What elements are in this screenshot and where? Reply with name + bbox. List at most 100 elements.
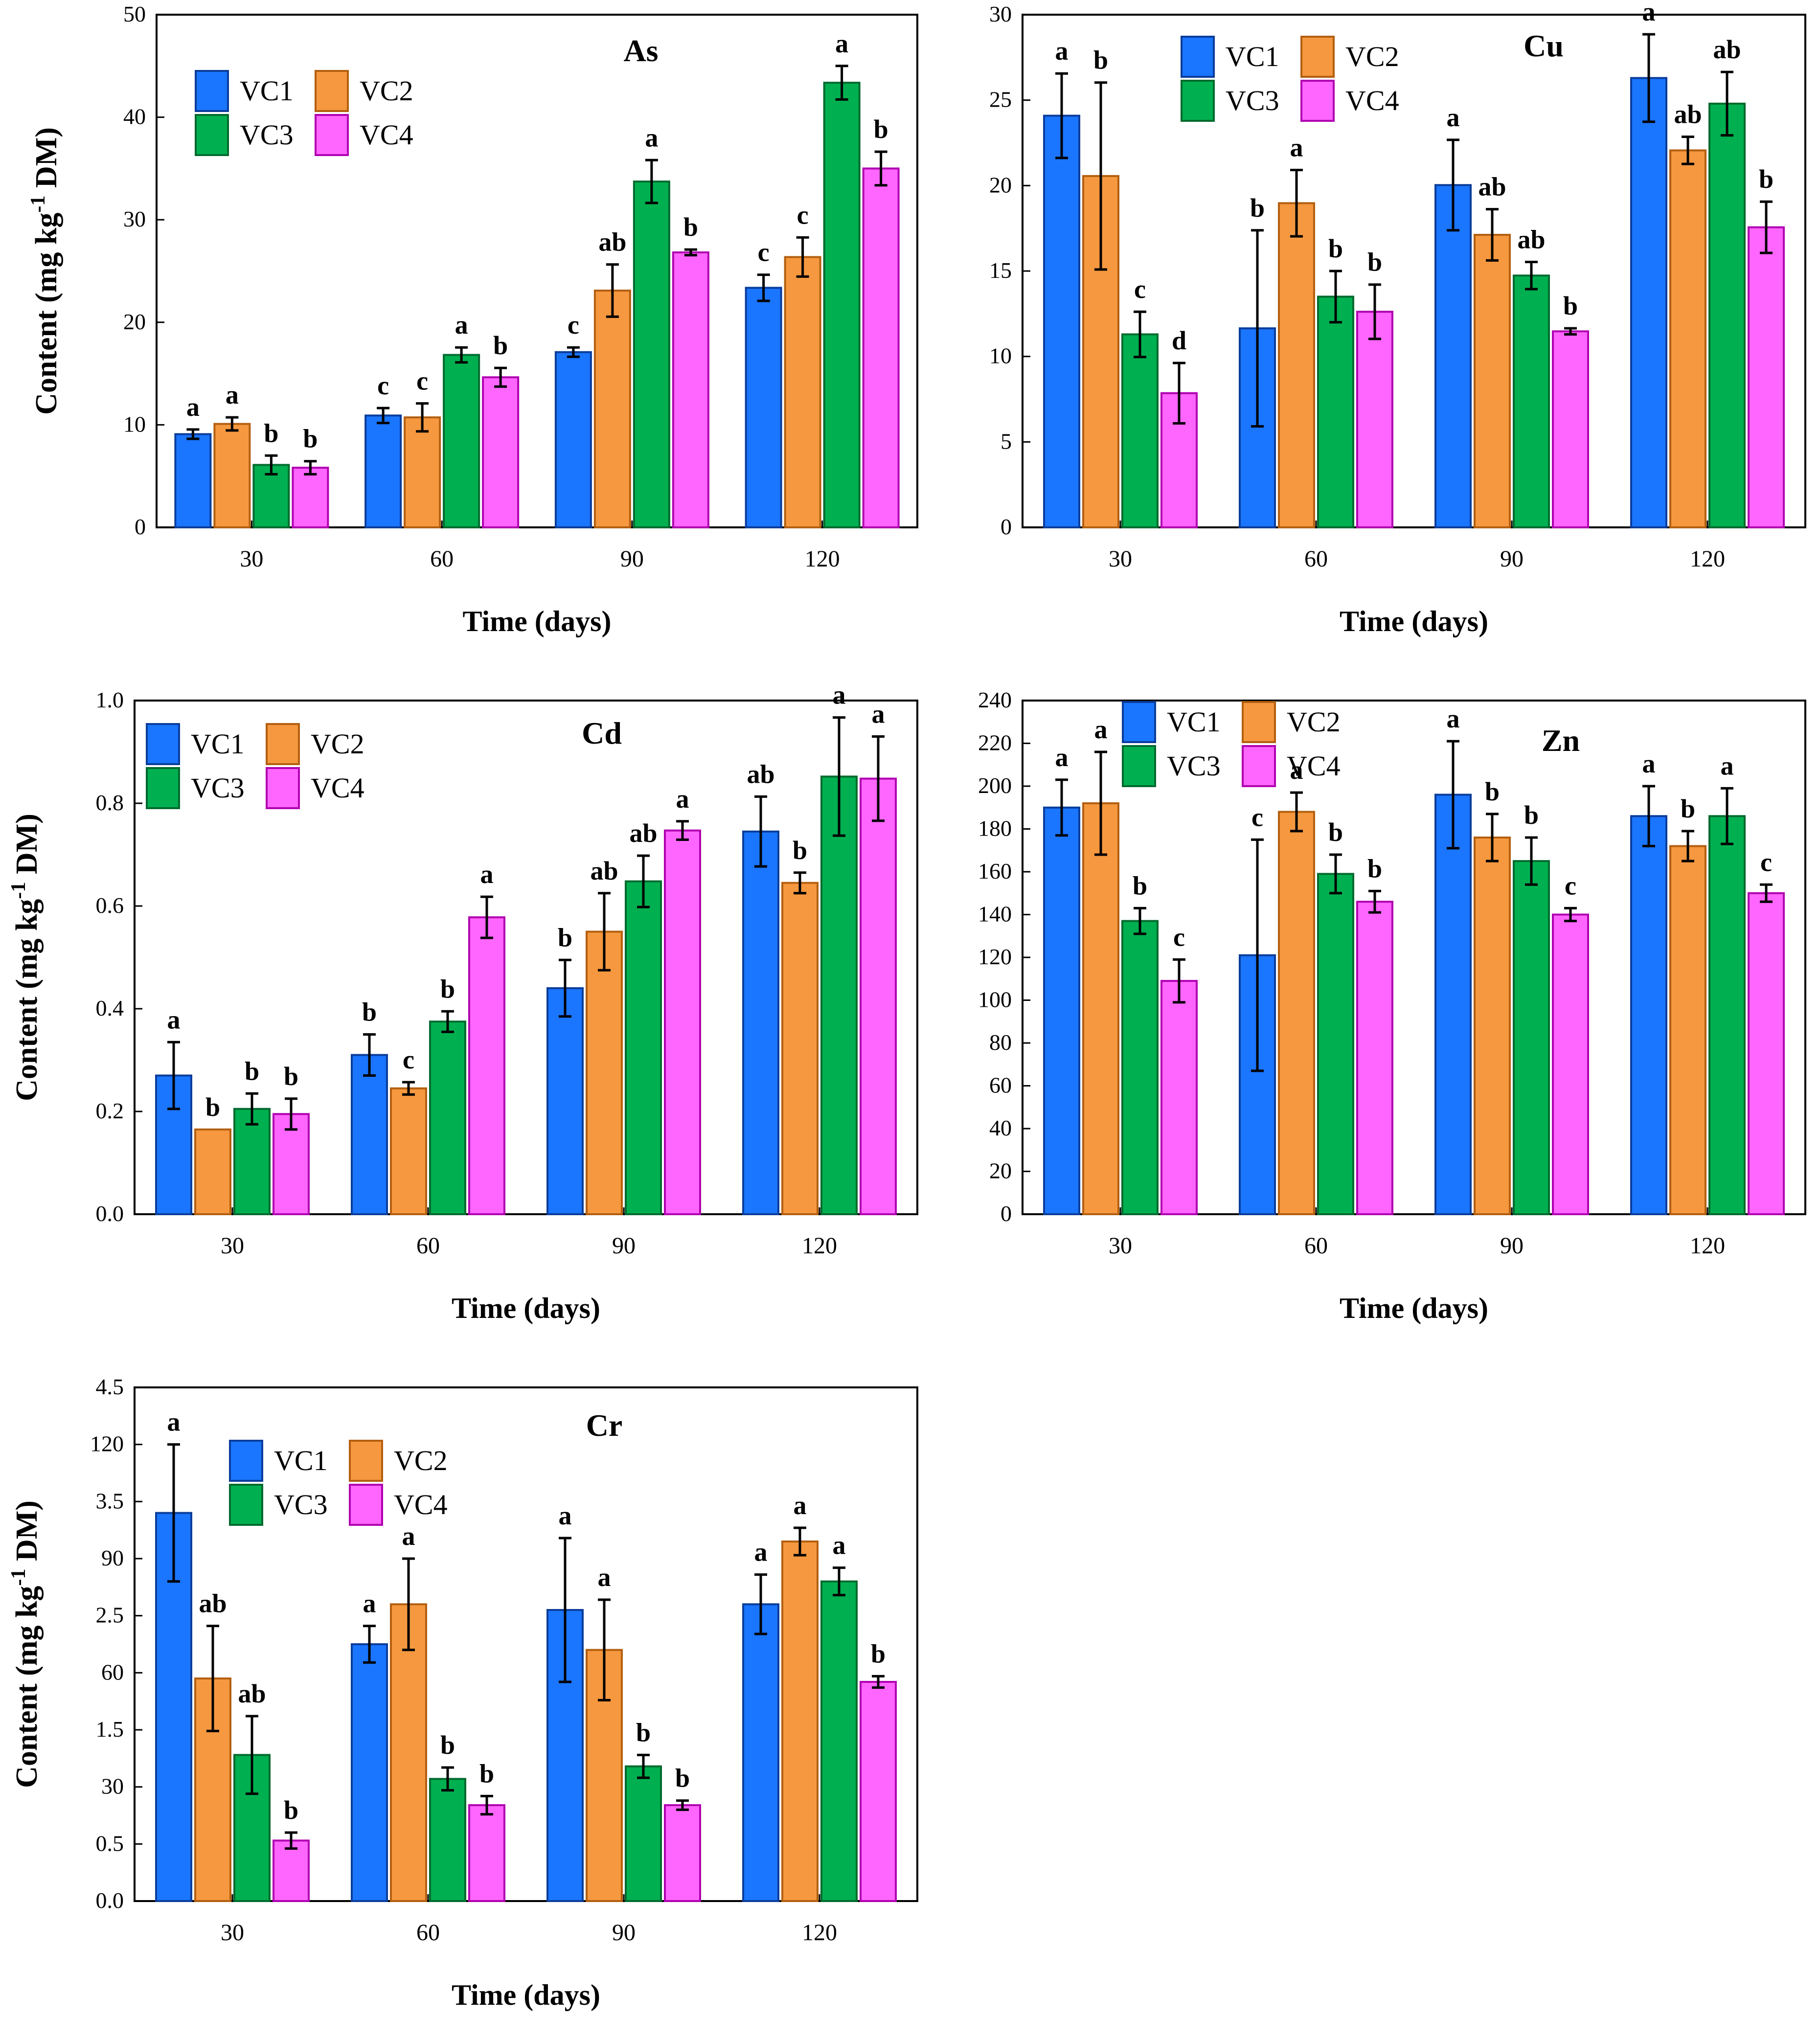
legend-label-as: VC3 xyxy=(240,119,294,151)
bar-zn-vc1 xyxy=(1630,815,1667,1215)
significance-letter-as: ab xyxy=(598,227,626,257)
y-tick-label-cu: 5 xyxy=(1001,429,1012,453)
x-tick-label-cr: 60 xyxy=(416,1920,440,1946)
legend-swatch-cu xyxy=(1181,36,1215,78)
bar-zn-vc4 xyxy=(1552,913,1589,1215)
legend-label-cd: VC3 xyxy=(191,772,245,804)
significance-letter-cd: a xyxy=(872,700,885,729)
significance-letter-cr: a xyxy=(559,1501,572,1530)
legend-swatch-cd xyxy=(266,723,300,765)
significance-letter-cd: b xyxy=(558,923,572,952)
y-tick-label-cr: 4.5 xyxy=(96,1374,124,1399)
bar-cu-vc2 xyxy=(1278,202,1315,528)
significance-letter-as: c xyxy=(416,366,428,396)
y-tick-label-cu: 10 xyxy=(989,343,1012,368)
bar-cr-vc4 xyxy=(468,1804,505,1902)
significance-letter-cd: ab xyxy=(590,856,618,885)
bar-cu-vc4 xyxy=(1356,311,1393,528)
bar-cd-vc2 xyxy=(194,1128,231,1215)
x-tick-label-cu: 60 xyxy=(1304,546,1328,572)
y-tick-label-as: 30 xyxy=(123,206,146,231)
significance-letter-zn: b xyxy=(1524,800,1539,830)
chart-title-cu: Cu xyxy=(1524,28,1564,63)
legend-label-cu: VC4 xyxy=(1345,85,1399,116)
bar-cr-vc1 xyxy=(155,1512,192,1903)
x-tick-label-cd: 60 xyxy=(416,1233,440,1259)
y-tick-label-cr: 3.5 xyxy=(96,1488,124,1513)
significance-letter-cr: b xyxy=(871,1639,886,1668)
bar-cd-vc4 xyxy=(273,1113,310,1215)
x-tick-label-cr: 90 xyxy=(612,1920,636,1946)
significance-letter-cr: a xyxy=(754,1538,768,1567)
bar-as-vc4 xyxy=(672,251,709,528)
significance-letter-as: b xyxy=(303,424,318,453)
significance-letter-zn: a xyxy=(1447,704,1460,733)
significance-letter-as: b xyxy=(874,114,888,144)
legend-swatch-zn xyxy=(1242,701,1276,743)
y-tick-label-cu: 30 xyxy=(989,1,1012,26)
legend-swatch-zn xyxy=(1242,745,1276,787)
significance-letter-zn: b xyxy=(1485,777,1500,806)
y-tick-label-cu: 25 xyxy=(989,87,1012,112)
significance-letter-cr: b xyxy=(440,1730,455,1760)
significance-letter-cr: a xyxy=(833,1531,846,1560)
y-tick-label-zn: 60 xyxy=(989,1073,1012,1098)
legend-swatch-cd xyxy=(146,723,180,765)
legend-swatch-zn xyxy=(1122,745,1156,787)
y-tick-label-cu: 20 xyxy=(989,172,1012,197)
y-tick-label-cr: 60 xyxy=(101,1659,124,1684)
bar-zn-vc3 xyxy=(1513,860,1550,1215)
significance-letter-zn: a xyxy=(1290,755,1303,785)
bar-cr-vc1 xyxy=(351,1643,388,1902)
bar-zn-vc4 xyxy=(1748,892,1785,1215)
significance-letter-cr: a xyxy=(402,1521,415,1551)
significance-letter-cu: ab xyxy=(1478,172,1506,202)
significance-letter-zn: b xyxy=(1328,817,1343,847)
x-tick-label-as: 90 xyxy=(620,546,644,572)
y-tick-label-zn: 0 xyxy=(1001,1201,1012,1226)
bar-cd-vc4 xyxy=(860,777,897,1215)
y-tick-label-cd: 1.0 xyxy=(96,687,124,712)
chart-title-cr: Cr xyxy=(586,1408,623,1443)
legend-label-cu: VC3 xyxy=(1226,85,1279,116)
legend-swatch-as xyxy=(315,114,349,156)
significance-letter-cd: b xyxy=(245,1056,259,1086)
bar-as-vc4 xyxy=(862,167,900,528)
y-tick-label-zn: 40 xyxy=(989,1115,1012,1140)
bar-zn-vc3 xyxy=(1317,873,1354,1215)
y-tick-label-zn: 240 xyxy=(978,687,1012,712)
significance-letter-cu: c xyxy=(1134,274,1146,304)
significance-letter-cd: c xyxy=(403,1045,414,1074)
legend-label-zn: VC4 xyxy=(1287,750,1341,782)
significance-letter-cr: b xyxy=(284,1795,298,1825)
chart-title-cd: Cd xyxy=(582,716,622,750)
significance-letter-zn: a xyxy=(1721,751,1734,780)
bar-as-vc3 xyxy=(443,354,480,528)
significance-letter-as: c xyxy=(797,200,809,229)
bar-cu-vc3 xyxy=(1708,102,1746,528)
bar-zn-vc2 xyxy=(1669,845,1706,1215)
y-tick-label-zn: 220 xyxy=(978,730,1012,755)
y-axis-label-cd: Content (mg kg-1 DM) xyxy=(7,814,44,1101)
y-tick-label-zn: 200 xyxy=(978,773,1012,798)
x-tick-label-cr: 30 xyxy=(221,1920,244,1946)
significance-letter-cd: ab xyxy=(747,759,774,789)
significance-letter-cu: a xyxy=(1055,36,1069,66)
bar-zn-vc2 xyxy=(1474,837,1511,1215)
bar-as-vc4 xyxy=(292,467,329,528)
significance-letter-cd: b xyxy=(362,997,377,1027)
significance-letter-as: b xyxy=(493,331,508,360)
chart-title-as: As xyxy=(623,33,658,68)
significance-letter-cu: a xyxy=(1642,0,1656,26)
significance-letter-cd: a xyxy=(480,860,494,889)
significance-letter-cu: b xyxy=(1563,291,1578,320)
significance-letter-as: c xyxy=(568,310,579,340)
bar-cr-vc4 xyxy=(664,1804,701,1902)
legend-swatch-cu xyxy=(1300,36,1335,78)
legend-swatch-cr xyxy=(229,1484,263,1526)
y-tick-label-as: 50 xyxy=(123,1,146,26)
bar-as-vc2 xyxy=(213,423,251,529)
significance-letter-cu: ab xyxy=(1517,225,1545,254)
y-tick-label-cd: 0.6 xyxy=(96,893,124,918)
legend-label-zn: VC3 xyxy=(1167,750,1221,782)
